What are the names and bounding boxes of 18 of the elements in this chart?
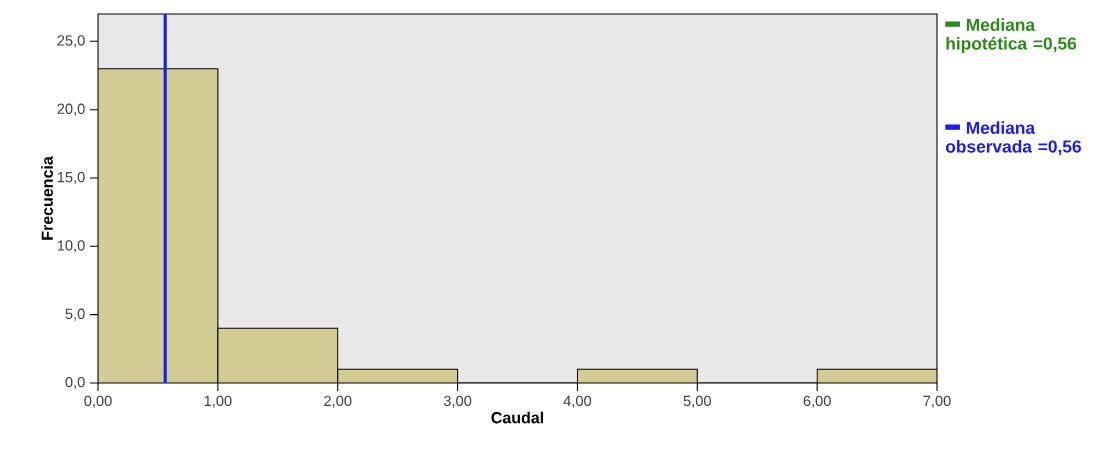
y-tick-label: 15,0 xyxy=(57,171,85,185)
y-tick-label: 0,0 xyxy=(65,376,85,390)
x-tick-label: 0,00 xyxy=(84,395,112,408)
y-tick-label: 10,0 xyxy=(57,240,85,253)
x-tick-label: 5,00 xyxy=(683,395,711,408)
x-tick-label: 4,00 xyxy=(563,395,592,408)
x-tick-label: 1,00 xyxy=(204,395,232,408)
x-tick-label: 6,00 xyxy=(803,395,831,408)
x-tick-label: 2,00 xyxy=(324,395,352,408)
ref-line-label: Mediana hipotética =0,56 xyxy=(946,18,1077,54)
ref-line-label: Mediana observada =0,56 xyxy=(945,121,1081,156)
x-tick-label: 7,00 xyxy=(923,395,951,408)
y-tick-label: 25,0 xyxy=(57,35,85,48)
y-tick-label: 5,0 xyxy=(65,308,85,321)
y-tick-label: 20,0 xyxy=(57,103,85,116)
x-tick-label: 3,00 xyxy=(443,395,472,408)
y-axis-title: Frecuencia xyxy=(41,156,53,240)
x-axis-title: Caudal xyxy=(491,411,544,424)
